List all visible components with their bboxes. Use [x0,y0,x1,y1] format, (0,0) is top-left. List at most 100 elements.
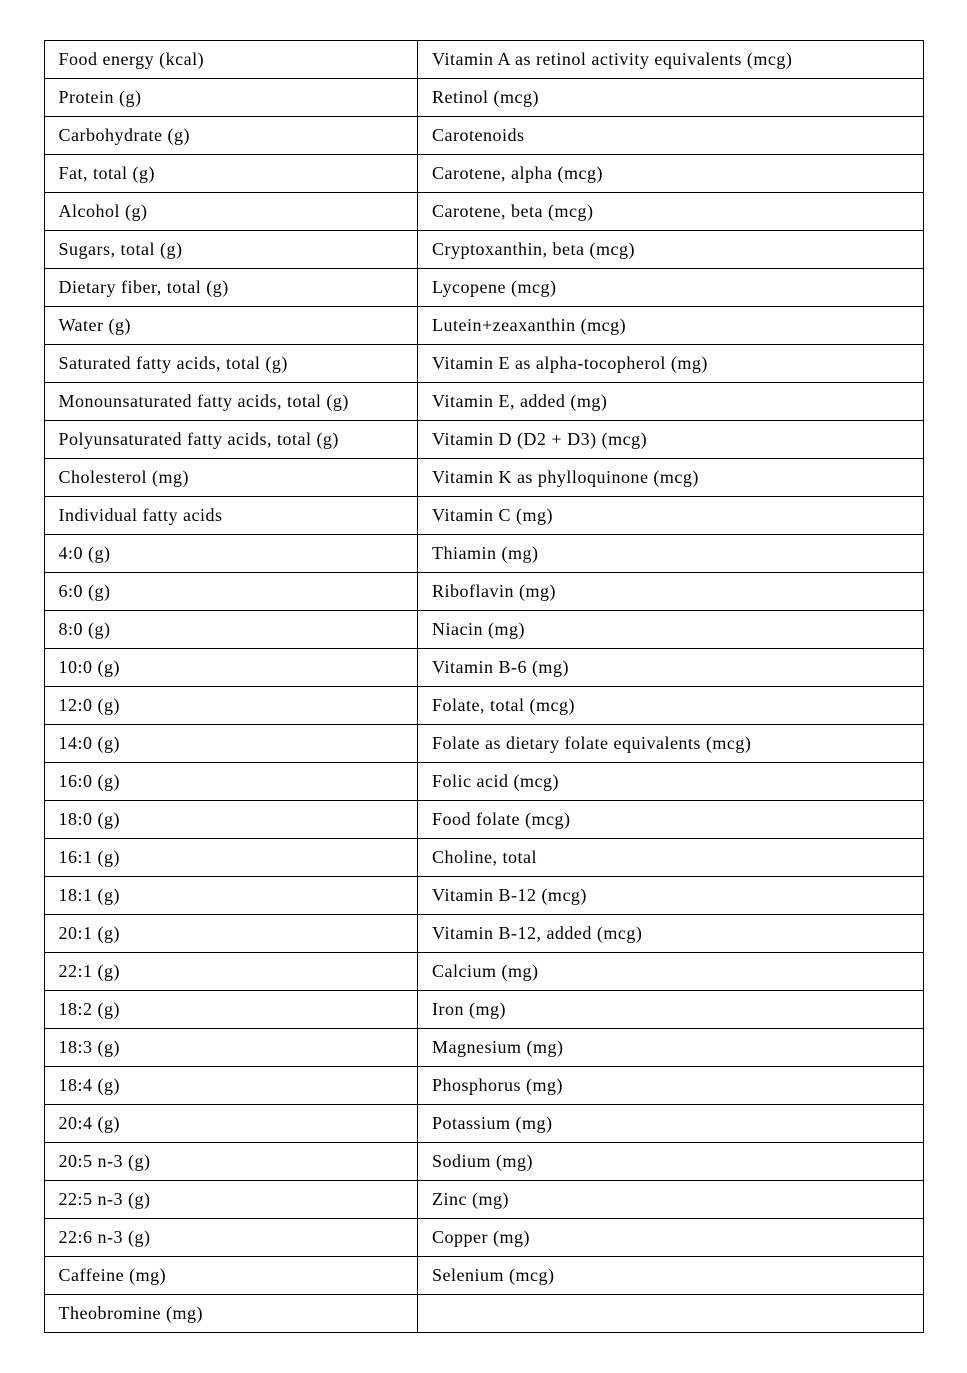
table-cell-left: 4:0 (g) [44,535,418,573]
table-cell-left: Dietary fiber, total (g) [44,269,418,307]
table-cell-right: Thiamin (mg) [418,535,923,573]
table-cell-right: Calcium (mg) [418,953,923,991]
table-cell-left: 22:6 n-3 (g) [44,1219,418,1257]
table-cell-right [418,1295,923,1333]
table-cell-right: Selenium (mcg) [418,1257,923,1295]
nutrients-table: Food energy (kcal)Vitamin A as retinol a… [44,40,924,1333]
table-cell-left: 18:2 (g) [44,991,418,1029]
table-row: 18:3 (g)Magnesium (mg) [44,1029,923,1067]
table-cell-right: Folate, total (mcg) [418,687,923,725]
nutrients-table-body: Food energy (kcal)Vitamin A as retinol a… [44,41,923,1333]
table-cell-right: Carotenoids [418,117,923,155]
table-cell-right: Cryptoxanthin, beta (mcg) [418,231,923,269]
table-cell-left: Protein (g) [44,79,418,117]
table-cell-right: Vitamin K as phylloquinone (mcg) [418,459,923,497]
nutrients-table-container: Food energy (kcal)Vitamin A as retinol a… [44,40,924,1333]
table-cell-right: Choline, total [418,839,923,877]
table-cell-left: 22:1 (g) [44,953,418,991]
table-row: 22:5 n-3 (g)Zinc (mg) [44,1181,923,1219]
table-cell-left: 18:0 (g) [44,801,418,839]
table-cell-right: Lycopene (mcg) [418,269,923,307]
table-cell-right: Food folate (mcg) [418,801,923,839]
table-row: 12:0 (g)Folate, total (mcg) [44,687,923,725]
table-cell-left: Saturated fatty acids, total (g) [44,345,418,383]
table-cell-left: Caffeine (mg) [44,1257,418,1295]
table-cell-right: Niacin (mg) [418,611,923,649]
table-cell-left: 18:4 (g) [44,1067,418,1105]
table-row: Water (g)Lutein+zeaxanthin (mcg) [44,307,923,345]
table-cell-left: 16:0 (g) [44,763,418,801]
table-row: 14:0 (g)Folate as dietary folate equival… [44,725,923,763]
table-cell-right: Retinol (mcg) [418,79,923,117]
table-cell-right: Vitamin A as retinol activity equivalent… [418,41,923,79]
table-cell-right: Vitamin B-12, added (mcg) [418,915,923,953]
table-cell-left: Theobromine (mg) [44,1295,418,1333]
table-cell-left: Monounsaturated fatty acids, total (g) [44,383,418,421]
table-cell-left: 20:1 (g) [44,915,418,953]
table-cell-right: Sodium (mg) [418,1143,923,1181]
table-cell-right: Vitamin E as alpha-tocopherol (mg) [418,345,923,383]
table-row: Protein (g)Retinol (mcg) [44,79,923,117]
table-cell-right: Magnesium (mg) [418,1029,923,1067]
table-row: 18:1 (g)Vitamin B-12 (mcg) [44,877,923,915]
table-cell-right: Vitamin D (D2 + D3) (mcg) [418,421,923,459]
table-cell-left: Carbohydrate (g) [44,117,418,155]
table-cell-left: Sugars, total (g) [44,231,418,269]
table-row: 8:0 (g)Niacin (mg) [44,611,923,649]
table-cell-right: Riboflavin (mg) [418,573,923,611]
table-row: 22:6 n-3 (g)Copper (mg) [44,1219,923,1257]
table-row: Saturated fatty acids, total (g)Vitamin … [44,345,923,383]
table-row: 16:1 (g)Choline, total [44,839,923,877]
table-cell-left: 18:1 (g) [44,877,418,915]
table-row: 4:0 (g)Thiamin (mg) [44,535,923,573]
table-row: 18:4 (g)Phosphorus (mg) [44,1067,923,1105]
table-cell-left: 14:0 (g) [44,725,418,763]
table-cell-right: Potassium (mg) [418,1105,923,1143]
table-cell-left: 8:0 (g) [44,611,418,649]
table-cell-left: 20:4 (g) [44,1105,418,1143]
table-cell-left: Alcohol (g) [44,193,418,231]
table-row: 10:0 (g)Vitamin B-6 (mg) [44,649,923,687]
table-cell-left: Individual fatty acids [44,497,418,535]
table-cell-right: Phosphorus (mg) [418,1067,923,1105]
table-cell-right: Vitamin E, added (mg) [418,383,923,421]
table-cell-left: 16:1 (g) [44,839,418,877]
table-cell-left: 22:5 n-3 (g) [44,1181,418,1219]
table-cell-left: 12:0 (g) [44,687,418,725]
table-row: Fat, total (g)Carotene, alpha (mcg) [44,155,923,193]
table-cell-right: Carotene, beta (mcg) [418,193,923,231]
table-cell-right: Lutein+zeaxanthin (mcg) [418,307,923,345]
table-cell-left: 18:3 (g) [44,1029,418,1067]
table-cell-left: Fat, total (g) [44,155,418,193]
table-cell-left: 10:0 (g) [44,649,418,687]
table-row: 20:1 (g)Vitamin B-12, added (mcg) [44,915,923,953]
table-row: Cholesterol (mg)Vitamin K as phylloquino… [44,459,923,497]
table-cell-left: Water (g) [44,307,418,345]
table-row: 18:0 (g)Food folate (mcg) [44,801,923,839]
table-row: Carbohydrate (g)Carotenoids [44,117,923,155]
table-row: 16:0 (g)Folic acid (mcg) [44,763,923,801]
table-row: Polyunsaturated fatty acids, total (g)Vi… [44,421,923,459]
table-row: Theobromine (mg) [44,1295,923,1333]
table-row: 18:2 (g)Iron (mg) [44,991,923,1029]
table-row: Individual fatty acidsVitamin C (mg) [44,497,923,535]
table-row: 6:0 (g)Riboflavin (mg) [44,573,923,611]
table-row: Food energy (kcal)Vitamin A as retinol a… [44,41,923,79]
table-cell-right: Carotene, alpha (mcg) [418,155,923,193]
table-row: 22:1 (g)Calcium (mg) [44,953,923,991]
table-cell-right: Iron (mg) [418,991,923,1029]
table-row: Dietary fiber, total (g)Lycopene (mcg) [44,269,923,307]
table-cell-right: Copper (mg) [418,1219,923,1257]
table-cell-right: Vitamin B-12 (mcg) [418,877,923,915]
table-row: Alcohol (g)Carotene, beta (mcg) [44,193,923,231]
table-row: 20:4 (g)Potassium (mg) [44,1105,923,1143]
table-row: 20:5 n-3 (g)Sodium (mg) [44,1143,923,1181]
table-cell-right: Folate as dietary folate equivalents (mc… [418,725,923,763]
table-cell-left: Polyunsaturated fatty acids, total (g) [44,421,418,459]
table-cell-left: Food energy (kcal) [44,41,418,79]
table-row: Caffeine (mg)Selenium (mcg) [44,1257,923,1295]
table-cell-right: Vitamin B-6 (mg) [418,649,923,687]
table-cell-right: Zinc (mg) [418,1181,923,1219]
table-cell-right: Vitamin C (mg) [418,497,923,535]
table-cell-right: Folic acid (mcg) [418,763,923,801]
